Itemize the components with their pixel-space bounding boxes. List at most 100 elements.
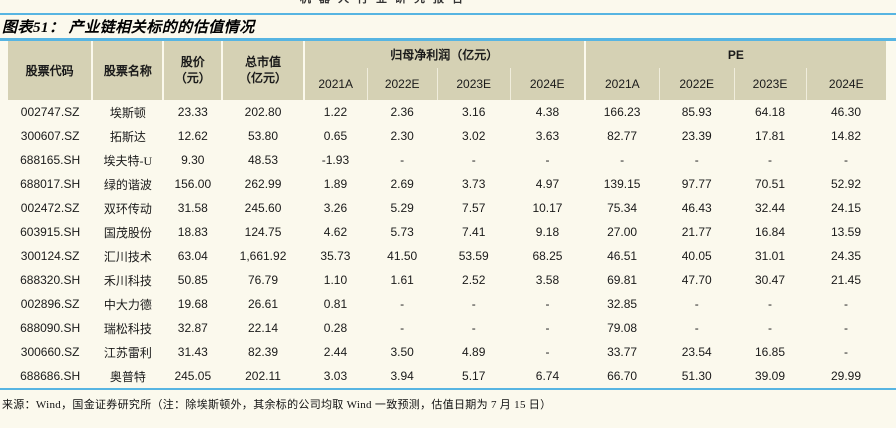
npat-2021a-cell: 4.62 [323, 225, 348, 239]
table-row: 688090.SH 瑞松科技 32.87 22.14 0.28 - - - 79.08 - - - [8, 316, 886, 340]
table-row: 688017.SH 绿的谐波 156.00 262.99 1.89 2.69 3.73 4.9… [8, 172, 886, 196]
npat-2022e-cell: 2.69 [390, 177, 414, 191]
pe-2023e-cell: - [768, 297, 772, 311]
stock-price-cell: 23.33 [177, 105, 208, 119]
source-note: 来源：Wind，国金证券研究所（注：除埃斯顿外，其余标的公司均取 Wind 一致… [2, 399, 552, 411]
pe-2024e-cell: - [844, 321, 848, 335]
npat-2023e-cell: 3.02 [462, 129, 486, 143]
pe-2021a-cell: 79.08 [607, 321, 638, 335]
pe-2022e-cell: - [694, 297, 699, 311]
table-row: 300660.SZ 江苏雷利 31.43 82.39 2.44 3.50 4.89 - 33.7… [8, 340, 886, 364]
pe-2022e-cell: - [694, 321, 699, 335]
stock-name-cell: 拓斯达 [109, 129, 146, 144]
header-mcap-line2: （亿元） [239, 70, 288, 85]
header-stock-price: 股价 （元） [162, 41, 223, 100]
header-npat-2022e: 2022E [366, 68, 438, 100]
pe-2021a-cell: 139.15 [603, 177, 641, 191]
pe-2023e-cell: 31.01 [754, 249, 786, 263]
pe-2023e-cell: - [768, 153, 772, 167]
market-cap-cell: 76.79 [248, 273, 279, 287]
stock-price-cell: 245.05 [174, 369, 212, 383]
npat-2021a-cell: 3.03 [323, 369, 348, 383]
pe-2023e-cell: 64.18 [754, 105, 786, 119]
stock-price-cell: 31.58 [177, 201, 208, 215]
table-row: 688165.SH 埃夫特-U 9.30 48.53 -1.93 - - - - - - - [8, 148, 886, 172]
clipped-text-fragment: 机器人行业研究报告 [300, 0, 471, 5]
header-npat-2021a: 2021A [302, 68, 368, 100]
npat-2024e-cell: 10.17 [532, 201, 563, 215]
header-pe-2023e: 2023E [733, 68, 806, 100]
npat-2024e-cell: - [545, 297, 550, 311]
stock-name-cell: 江苏雷利 [103, 345, 152, 360]
market-cap-cell: 82.39 [248, 345, 279, 359]
valuation-table: 股票代码 股票名称 股价 （元） 总市值 （亿元） 归母净利润（亿元） PE 2… [8, 41, 886, 388]
npat-2024e-cell: - [545, 321, 550, 335]
npat-2024e-cell: 9.18 [535, 225, 560, 239]
pe-2024e-cell: 14.82 [830, 129, 862, 143]
stock-code-cell: 300124.SZ [20, 249, 80, 263]
table-row: 300607.SZ 拓斯达 12.62 53.80 0.65 2.30 3.02 3.63 82… [8, 124, 886, 148]
npat-2023e-cell: 53.59 [458, 249, 489, 263]
npat-2021a-cell: 1.10 [323, 273, 348, 287]
npat-2021a-cell: 35.73 [320, 249, 351, 263]
pe-2022e-cell: - [694, 153, 699, 167]
npat-2023e-cell: 3.16 [462, 105, 486, 119]
header-price-line2: （元） [174, 70, 211, 85]
pe-2024e-cell: 52.92 [830, 177, 862, 191]
pe-2024e-cell: 24.15 [830, 201, 862, 215]
pe-2024e-cell: 29.99 [830, 369, 862, 383]
pe-2023e-cell: 16.85 [754, 345, 786, 359]
npat-2023e-cell: 3.73 [462, 177, 486, 191]
stock-code-cell: 002472.SZ [20, 201, 80, 215]
npat-2021a-cell: 1.89 [323, 177, 348, 191]
npat-2024e-cell: - [545, 153, 550, 167]
table-row: 688686.SH 奥普特 245.05 202.11 3.03 3.94 5.17 6.74… [8, 364, 886, 388]
npat-2022e-cell: - [400, 297, 405, 311]
npat-2024e-cell: 3.58 [535, 273, 560, 287]
stock-name-cell: 国茂股份 [103, 225, 152, 240]
npat-2021a-cell: 2.44 [323, 345, 348, 359]
market-cap-cell: 22.14 [248, 321, 279, 335]
pe-2024e-cell: - [844, 345, 848, 359]
header-year-row: 2021A 2022E 2023E 2024E 2021A 2022E 2023… [8, 68, 886, 100]
market-cap-cell: 1,661.92 [239, 249, 287, 263]
header-stock-name: 股票名称 [91, 41, 164, 100]
stock-code-cell: 688320.SH [20, 273, 81, 287]
stock-code-cell: 002747.SZ [20, 105, 80, 119]
header-pe-2021a: 2021A [583, 68, 660, 100]
npat-2021a-cell: 3.26 [323, 201, 348, 215]
table-body: 002747.SZ 埃斯顿 23.33 202.80 1.22 2.36 3.16 4.38 1… [8, 100, 886, 388]
npat-2023e-cell: 4.89 [462, 345, 486, 359]
market-cap-cell: 202.11 [245, 369, 281, 383]
header-group-npat: 归母净利润（亿元） [302, 41, 585, 68]
stock-code-cell: 002896.SZ [20, 297, 80, 311]
npat-2023e-cell: 7.41 [462, 225, 486, 239]
pe-2021a-cell: 166.23 [603, 105, 641, 119]
npat-2023e-cell: 7.57 [462, 201, 486, 215]
stock-name-cell: 中大力德 [103, 297, 152, 312]
pe-2024e-cell: - [844, 297, 848, 311]
npat-2022e-cell: 3.50 [390, 345, 414, 359]
header-pe-2024e: 2024E [805, 68, 886, 100]
pe-2024e-cell: 24.35 [830, 249, 862, 263]
pe-2022e-cell: 21.77 [681, 225, 712, 239]
pe-2023e-cell: 70.51 [754, 177, 786, 191]
pe-2023e-cell: - [768, 321, 772, 335]
stock-code-cell: 300607.SZ [20, 129, 80, 143]
pe-2022e-cell: 23.39 [681, 129, 712, 143]
stock-price-cell: 32.87 [177, 321, 208, 335]
npat-2022e-cell: 3.94 [390, 369, 414, 383]
pe-2021a-cell: 27.00 [607, 225, 638, 239]
market-cap-cell: 202.80 [244, 105, 282, 119]
table-row: 603915.SH 国茂股份 18.83 124.75 4.62 5.73 7.41 9.18… [8, 220, 886, 244]
stock-name-cell: 埃斯顿 [109, 105, 146, 120]
npat-2024e-cell: 3.63 [535, 129, 560, 143]
npat-2021a-cell: -1.93 [321, 153, 350, 167]
table-row: 300124.SZ 汇川技术 63.04 1,661.92 35.73 41.50 53.5… [8, 244, 886, 268]
pe-2023e-cell: 16.84 [754, 225, 786, 239]
pe-2022e-cell: 85.93 [681, 105, 712, 119]
stock-price-cell: 19.68 [177, 297, 208, 311]
header-mcap-line1: 总市值 [245, 54, 282, 69]
npat-2023e-cell: - [471, 153, 476, 167]
